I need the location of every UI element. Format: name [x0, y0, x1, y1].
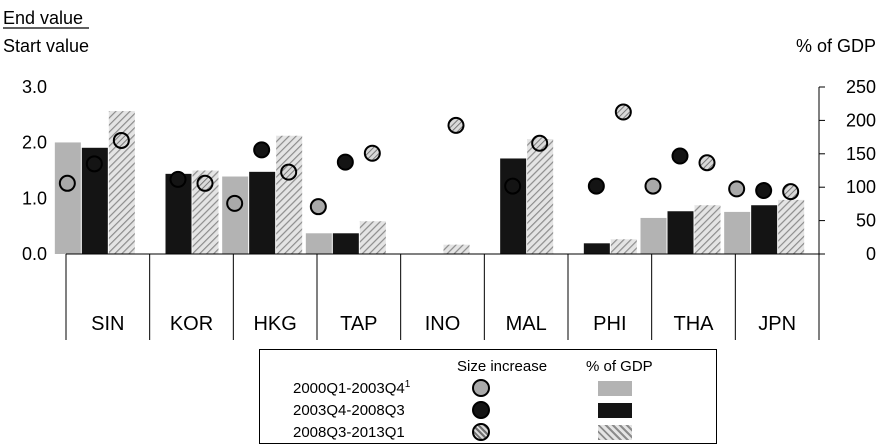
legend-label-2000q1-2003q4: 2000Q1-2003Q41: [293, 379, 410, 397]
legend-label-2003q4-2008q3: 2003Q4-2008Q3: [293, 402, 405, 419]
bar-tap-2008q3-2013q1: [359, 221, 386, 254]
point-tap-2003q4-2008q3: [336, 153, 354, 171]
right-tick-label: 200: [846, 110, 876, 130]
bar-phi-2003q4-2008q3: [583, 243, 610, 254]
category-label-ino: INO: [425, 313, 461, 335]
bar-jpn-2003q4-2008q3: [751, 205, 778, 254]
bar-phi-2008q3-2013q1: [610, 239, 637, 254]
point-tha-2008q3-2013q1: [698, 154, 716, 172]
bar-tha-2000q1-2003q4: [640, 217, 667, 254]
legend: Size increase % of GDP 2000Q1-2003Q41 20…: [259, 349, 717, 444]
bar-hkg-2000q1-2003q4: [222, 176, 249, 254]
point-tha-2003q4-2008q3: [671, 147, 689, 165]
right-tick-label: 150: [846, 144, 876, 164]
left-axis-title-top: End value: [3, 8, 83, 28]
left-tick-label: 3.0: [22, 77, 47, 97]
right-tick-label: 100: [846, 177, 876, 197]
bar-tha-2008q3-2013q1: [694, 205, 721, 254]
legend-bar-2000q1-2003q4: [598, 381, 632, 396]
category-label-kor: KOR: [170, 313, 213, 335]
left-tick-label: 2.0: [22, 133, 47, 153]
left-tick-label: 0.0: [22, 244, 47, 264]
point-kor-2008q3-2013q1: [196, 174, 214, 192]
legend-dot-2008q3-2013q1: [472, 423, 490, 441]
legend-dot-2000q1-2003q4: [472, 379, 490, 397]
point-phi-2008q3-2013q1: [614, 103, 632, 121]
bar-tha-2003q4-2008q3: [667, 211, 694, 254]
category-label-hkg: HKG: [253, 313, 296, 335]
point-sin-2008q3-2013q1: [112, 131, 130, 149]
point-phi-2003q4-2008q3: [587, 177, 605, 195]
bar-hkg-2008q3-2013q1: [276, 135, 303, 254]
category-label-tha: THA: [674, 313, 715, 335]
point-jpn-2003q4-2008q3: [755, 182, 773, 200]
legend-footnote-marker: 1: [404, 379, 411, 390]
legend-header-size-increase: Size increase: [457, 358, 548, 375]
legend-label-text: 2003Q4-2008Q3: [293, 402, 405, 419]
right-tick-label: 0: [866, 244, 876, 264]
right-tick-label: 50: [856, 211, 876, 231]
legend-bar-2003q4-2008q3: [598, 403, 632, 418]
point-kor-2003q4-2008q3: [169, 170, 187, 188]
point-tha-2000q1-2003q4: [644, 177, 662, 195]
bar-sin-2000q1-2003q4: [54, 142, 81, 254]
point-sin-2000q1-2003q4: [58, 174, 76, 192]
left-axis-title-bottom: Start value: [3, 36, 89, 56]
category-label-tap: TAP: [340, 313, 377, 335]
right-tick-label: 250: [846, 77, 876, 97]
legend-header-pct-gdp: % of GDP: [586, 358, 653, 375]
point-hkg-2000q1-2003q4: [226, 194, 244, 212]
legend-bar-2008q3-2013q1: [598, 425, 632, 440]
point-mal-2003q4-2008q3: [504, 177, 522, 195]
category-label-jpn: JPN: [758, 313, 796, 335]
legend-label-text: 2008Q3-2013Q1: [293, 424, 405, 441]
bar-mal-2003q4-2008q3: [500, 158, 527, 254]
point-jpn-2008q3-2013q1: [782, 183, 800, 201]
left-tick-label: 1.0: [22, 188, 47, 208]
category-label-sin: SIN: [91, 313, 124, 335]
bar-jpn-2000q1-2003q4: [724, 211, 751, 254]
bar-ino-2008q3-2013q1: [443, 244, 470, 254]
category-label-phi: PHI: [593, 313, 626, 335]
category-label-mal: MAL: [506, 313, 547, 335]
bar-mal-2008q3-2013q1: [527, 139, 554, 254]
point-hkg-2003q4-2008q3: [253, 141, 271, 159]
legend-label-2008q3-2013q1: 2008Q3-2013Q1: [293, 424, 405, 441]
legend-label-text: 2000Q1-2003Q4: [293, 380, 405, 397]
point-sin-2003q4-2008q3: [85, 155, 103, 173]
point-ino-2008q3-2013q1: [447, 116, 465, 134]
point-mal-2008q3-2013q1: [531, 134, 549, 152]
point-tap-2008q3-2013q1: [363, 144, 381, 162]
legend-dot-2003q4-2008q3: [472, 401, 490, 419]
right-axis-title: % of GDP: [796, 36, 876, 56]
bar-hkg-2003q4-2008q3: [249, 171, 276, 254]
bar-tap-2003q4-2008q3: [332, 233, 359, 254]
point-hkg-2008q3-2013q1: [280, 163, 298, 181]
bar-tap-2000q1-2003q4: [305, 233, 332, 254]
point-jpn-2000q1-2003q4: [728, 180, 746, 198]
point-tap-2000q1-2003q4: [309, 198, 327, 216]
bar-jpn-2008q3-2013q1: [778, 199, 805, 254]
